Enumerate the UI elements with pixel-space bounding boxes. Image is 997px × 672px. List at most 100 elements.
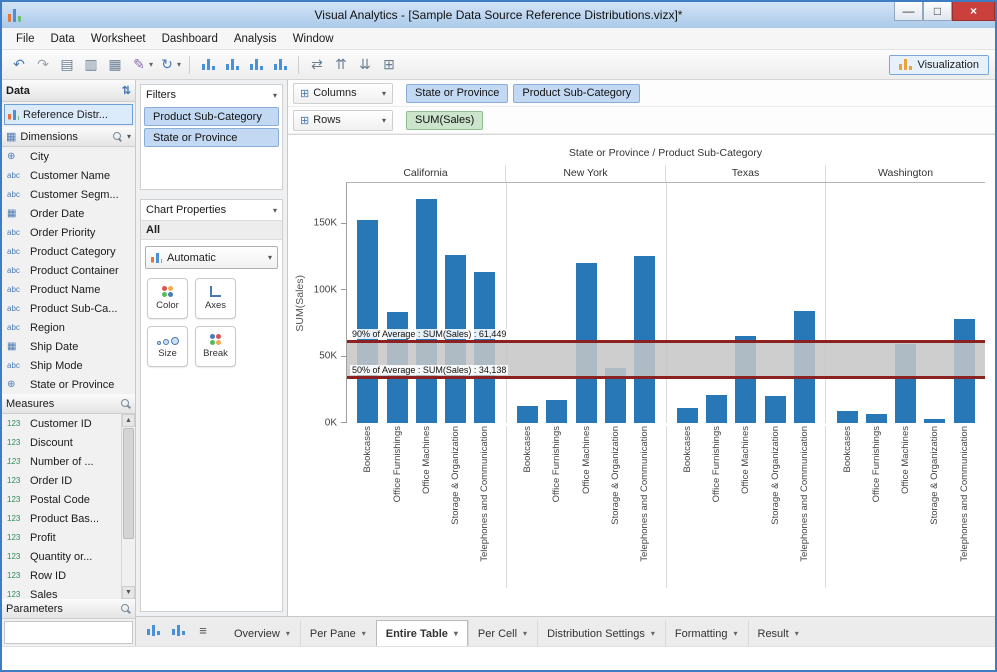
mark-type-caret[interactable]: ▾ xyxy=(267,253,272,262)
bar-new-york-office-furnishings[interactable] xyxy=(546,400,568,423)
sort-ascending-icon[interactable]: ⇈ xyxy=(335,56,347,72)
chart-properties-menu-caret[interactable]: ▾ xyxy=(272,205,277,215)
measures-search-icon[interactable] xyxy=(121,398,131,409)
bar-washington-storage-organization[interactable] xyxy=(924,419,946,423)
visualization-button[interactable]: Visualization xyxy=(889,54,989,75)
bar-washington-bookcases[interactable] xyxy=(836,411,858,423)
labels-icon[interactable]: ⊞ xyxy=(383,56,395,72)
menu-worksheet[interactable]: Worksheet xyxy=(90,32,146,45)
measure-field-profit[interactable]: 123 Profit xyxy=(2,528,121,547)
size-button[interactable]: Size xyxy=(147,326,188,367)
bar-texas-office-furnishings[interactable] xyxy=(706,395,728,423)
rows-shelf-label[interactable]: ⊞ Rows ▾ xyxy=(293,109,393,131)
add-pane-icon[interactable] xyxy=(245,54,267,76)
redo-icon[interactable]: ↷ xyxy=(37,56,49,72)
dimension-field-city[interactable]: ⊕ City xyxy=(2,147,135,166)
measure-field-quantity-or[interactable]: 123 Quantity or... xyxy=(2,547,121,566)
filters-card-header[interactable]: Filters ▾ xyxy=(141,85,282,105)
menu-data[interactable]: Data xyxy=(50,32,75,45)
rows-shelf[interactable]: ⊞ Rows ▾ SUM(Sales) xyxy=(288,107,995,134)
tab-formatting[interactable]: Formatting ▾ xyxy=(664,620,748,646)
menu-window[interactable]: Window xyxy=(292,32,334,45)
refresh-icon[interactable]: ↻ xyxy=(161,56,173,72)
columns-pill-product-sub-category[interactable]: Product Sub-Category xyxy=(513,83,641,103)
tab-dropdown-caret[interactable]: ▾ xyxy=(523,629,528,638)
dimension-field-order-priority[interactable]: abc Order Priority xyxy=(2,223,135,242)
measure-field-customer-id[interactable]: 123 Customer ID xyxy=(2,414,121,433)
tab-entire-table[interactable]: Entire Table ▾ xyxy=(375,620,468,646)
data-panel-header[interactable]: Data ⇅ xyxy=(2,80,135,102)
show-dashboard-icon[interactable] xyxy=(169,621,187,639)
show-sheet-icon[interactable] xyxy=(144,621,162,639)
sheet-list-icon[interactable]: ≡ xyxy=(199,622,207,638)
dimension-field-ship-date[interactable]: ▦ Ship Date xyxy=(2,337,135,356)
measure-field-discount[interactable]: 123 Discount xyxy=(2,433,121,452)
scroll-down-icon[interactable]: ▼ xyxy=(122,586,135,599)
tab-dropdown-caret[interactable]: ▾ xyxy=(650,629,655,638)
measures-scrollbar[interactable]: ▲ ▼ xyxy=(121,414,135,599)
tab-per-pane[interactable]: Per Pane ▾ xyxy=(299,620,376,646)
close-button[interactable]: × xyxy=(952,2,995,21)
format-icon[interactable]: ✎ xyxy=(133,56,145,72)
dimension-field-customer-segm[interactable]: abc Customer Segm... xyxy=(2,185,135,204)
tab-overview[interactable]: Overview ▾ xyxy=(224,620,300,646)
columns-pill-state-or-province[interactable]: State or Province xyxy=(406,83,509,103)
parameters-header[interactable]: Parameters xyxy=(2,599,135,619)
filter-pill-product-sub-category[interactable]: Product Sub-Category xyxy=(144,107,279,126)
bar-texas-bookcases[interactable] xyxy=(676,408,698,423)
columns-shelf-label[interactable]: ⊞ Columns ▾ xyxy=(293,82,393,104)
dropdown-caret-icon[interactable]: ▾ xyxy=(177,60,182,69)
filter-pill-state-or-province[interactable]: State or Province xyxy=(144,128,279,147)
minimize-button[interactable]: — xyxy=(894,2,923,21)
save-icon[interactable]: ▦ xyxy=(108,56,122,72)
columns-shelf[interactable]: ⊞ Columns ▾ State or Province Product Sub… xyxy=(288,80,995,107)
measure-field-number-of[interactable]: 123 Number of ... xyxy=(2,452,121,471)
scroll-up-icon[interactable]: ▲ xyxy=(122,414,135,427)
tab-per-cell[interactable]: Per Cell ▾ xyxy=(467,620,537,646)
menu-analysis[interactable]: Analysis xyxy=(233,32,277,45)
rows-pill-sum-sales[interactable]: SUM(Sales) xyxy=(406,110,484,130)
color-button[interactable]: Color xyxy=(147,278,188,319)
tab-dropdown-caret[interactable]: ▾ xyxy=(453,629,458,638)
measure-field-order-id[interactable]: 123 Order ID xyxy=(2,471,121,490)
tab-result[interactable]: Result ▾ xyxy=(747,620,809,646)
add-row-icon[interactable] xyxy=(197,54,219,76)
dimension-field-customer-name[interactable]: abc Customer Name xyxy=(2,166,135,185)
dimensions-menu-caret[interactable]: ▾ xyxy=(126,132,131,141)
bar-california-office-machines[interactable] xyxy=(415,199,437,423)
dimensions-search-icon[interactable] xyxy=(112,131,123,142)
dimension-field-ship-mode[interactable]: abc Ship Mode xyxy=(2,356,135,375)
measures-header[interactable]: Measures xyxy=(2,394,135,414)
sort-descending-icon[interactable]: ⇊ xyxy=(359,56,371,72)
dimension-field-state-or-province[interactable]: ⊕ State or Province xyxy=(2,375,135,394)
dimension-field-product-sub-ca[interactable]: abc Product Sub-Ca... xyxy=(2,299,135,318)
bar-new-york-telephones-and-communication[interactable] xyxy=(634,256,656,423)
filters-menu-caret[interactable]: ▾ xyxy=(272,90,277,100)
rows-caret[interactable]: ▾ xyxy=(381,115,386,125)
bar-washington-office-furnishings[interactable] xyxy=(865,414,887,423)
add-column-icon[interactable] xyxy=(221,54,243,76)
tab-dropdown-caret[interactable]: ▾ xyxy=(794,629,799,638)
mark-type-dropdown[interactable]: Automatic ▾ xyxy=(145,246,278,269)
dimensions-header[interactable]: ▦ Dimensions ▾ xyxy=(2,127,135,147)
swap-axes-icon[interactable]: ⇄ xyxy=(311,56,323,72)
measure-field-row-id[interactable]: 123 Row ID xyxy=(2,566,121,585)
measure-field-product-bas[interactable]: 123 Product Bas... xyxy=(2,509,121,528)
bar-texas-storage-organization[interactable] xyxy=(764,396,786,423)
tab-dropdown-caret[interactable]: ▾ xyxy=(285,629,290,638)
dimension-field-product-category[interactable]: abc Product Category xyxy=(2,242,135,261)
bar-new-york-bookcases[interactable] xyxy=(517,406,539,423)
datasource-item[interactable]: Reference Distr... xyxy=(4,104,133,125)
maximize-button[interactable]: □ xyxy=(923,2,952,21)
dimension-field-product-name[interactable]: abc Product Name xyxy=(2,280,135,299)
bar-new-york-storage-organization[interactable] xyxy=(604,368,626,423)
menu-file[interactable]: File xyxy=(16,32,35,45)
dropdown-caret-icon[interactable]: ▾ xyxy=(149,60,154,69)
dimension-field-region[interactable]: abc Region xyxy=(2,318,135,337)
scrollbar-thumb[interactable] xyxy=(123,428,134,539)
axes-button[interactable]: Axes xyxy=(195,278,236,319)
break-button[interactable]: Break xyxy=(195,326,236,367)
chart-properties-header[interactable]: Chart Properties ▾ xyxy=(141,200,282,220)
measure-field-sales[interactable]: 123 Sales xyxy=(2,585,121,600)
new-datasource-icon[interactable]: ▥ xyxy=(84,56,98,72)
